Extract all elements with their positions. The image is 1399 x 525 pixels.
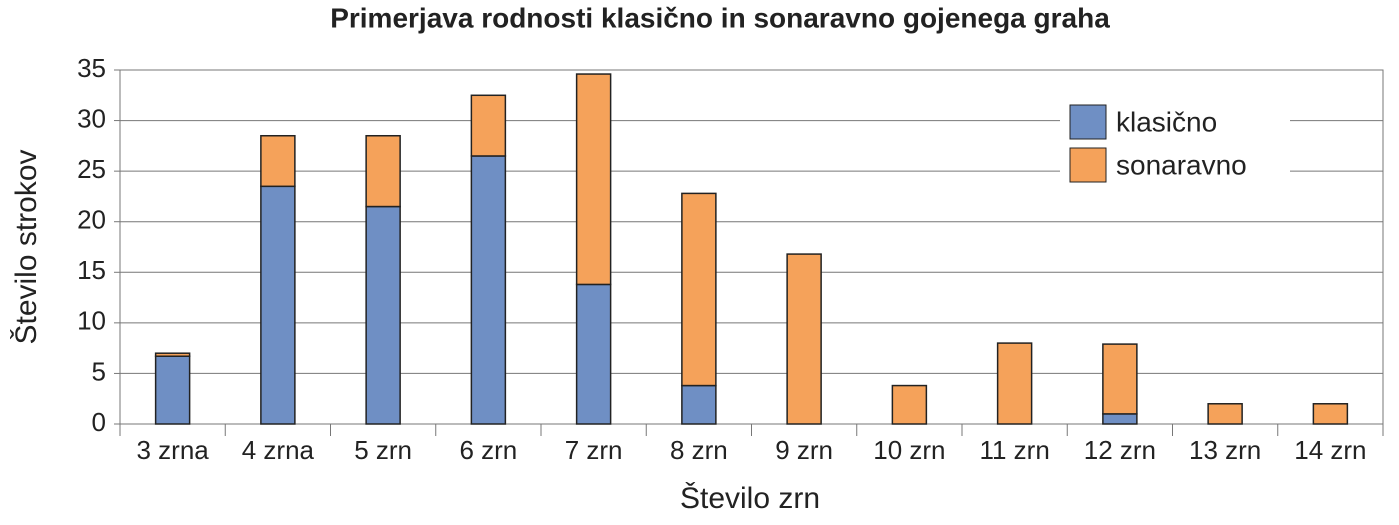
x-tick-label: 12 zrn [1084,435,1156,465]
x-tick-label: 4 zrna [242,435,315,465]
legend-label: klasično [1116,106,1217,137]
bar [681,384,717,425]
x-tick-label: 3 zrna [136,435,209,465]
x-tick-label: 13 zrn [1189,435,1261,465]
bar [154,355,191,425]
bar [470,94,507,157]
y-axis-title: Število strokov [9,149,43,344]
bar [365,205,401,425]
legend-swatch [1069,104,1107,140]
x-tick-label: 11 zrn [979,435,1049,465]
x-tick-label: 8 zrn [670,435,728,465]
bar [786,253,822,425]
x-tick-label: 9 zrn [775,435,833,465]
bar [1102,413,1138,425]
y-tick-label: 30 [77,103,106,133]
bar [996,342,1033,425]
x-tick-label: 5 zrn [354,435,412,465]
bar [891,384,928,425]
y-tick-label: 0 [92,407,106,437]
bar [260,134,296,188]
bar [365,134,401,208]
y-tick-label: 15 [77,255,106,285]
y-tick-label: 35 [77,53,106,83]
bar [681,192,717,387]
bar [575,283,612,425]
x-axis-title: Število zrn [680,481,820,515]
y-tick-label: 20 [77,205,106,235]
y-tick-label: 10 [77,306,106,336]
bar [1312,403,1349,425]
legend-swatch [1069,147,1107,183]
y-tick-label: 25 [77,154,106,184]
bar [154,352,191,357]
bar [470,155,507,425]
legend-label: sonaravno [1116,149,1247,180]
bar [1207,403,1243,425]
chart-title: Primerjava rodnosti klasično in sonaravn… [330,2,1110,33]
x-tick-label: 14 zrn [1294,435,1366,465]
x-tick-label: 10 zrn [873,435,945,465]
x-tick-label: 7 zrn [565,435,623,465]
x-tick-label: 6 zrn [459,435,517,465]
y-tick-label: 5 [92,356,106,386]
bar [575,73,612,286]
bar [260,185,296,425]
bar [1102,343,1138,415]
